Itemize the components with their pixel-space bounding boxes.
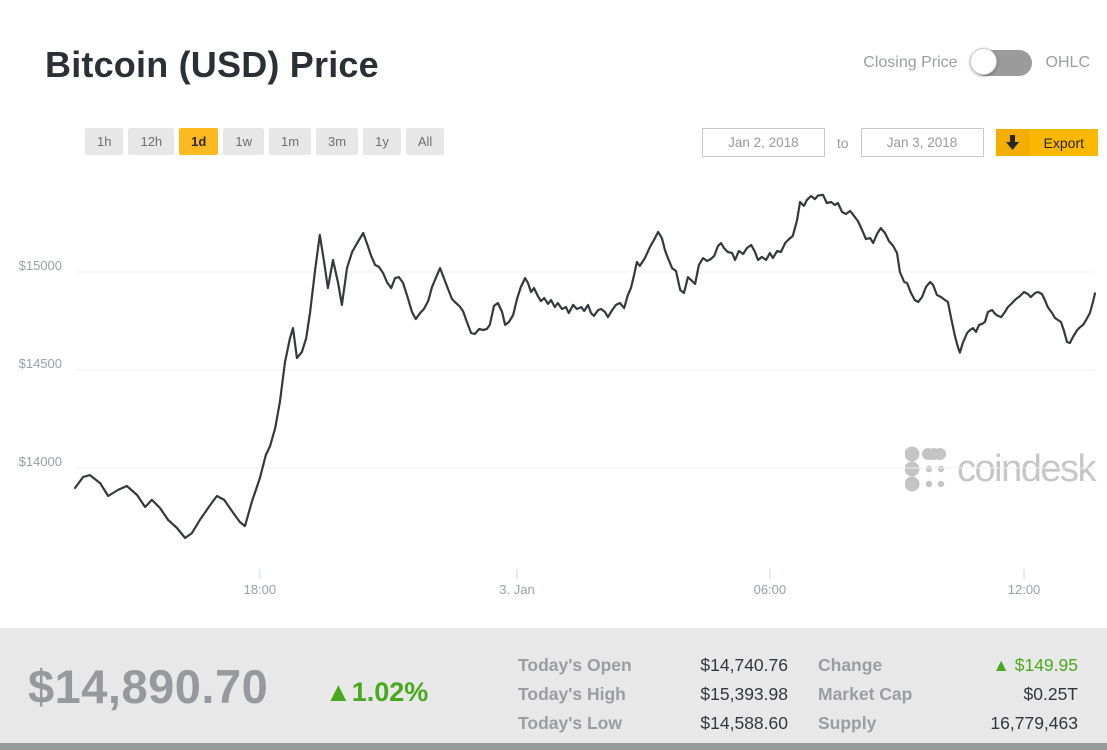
stat-label: Today's High: [518, 684, 626, 704]
date-from-input[interactable]: [701, 128, 825, 157]
download-arrow-icon: [995, 129, 1030, 156]
range-button-all[interactable]: All: [405, 128, 445, 155]
range-button-1d[interactable]: 1d: [179, 128, 219, 155]
stat-value: ▲ $149.95: [992, 655, 1078, 675]
price-change-percent: ▲1.02%: [325, 677, 429, 707]
stat-row: Today's Low $14,588.60: [518, 711, 788, 735]
stat-label: Change: [818, 655, 883, 675]
date-range-controls: to Export: [701, 128, 1098, 157]
stat-row: Change ▲ $149.95: [818, 653, 1078, 677]
stat-value: $15,393.98: [700, 684, 788, 704]
date-to-input[interactable]: [860, 128, 984, 157]
range-button-1h[interactable]: 1h: [85, 128, 124, 155]
range-button-group: 1h 12h 1d 1w 1m 3m 1y All: [85, 128, 445, 155]
y-axis-tick-label: $14000: [19, 454, 62, 469]
range-button-1y[interactable]: 1y: [363, 128, 401, 155]
y-axis-tick-label: $14500: [19, 356, 62, 371]
range-button-12h[interactable]: 12h: [128, 128, 175, 155]
x-axis-tick-label: 12:00: [1008, 582, 1041, 597]
stat-value: $0.25T: [1023, 684, 1078, 704]
coindesk-logo-icon: [905, 446, 946, 492]
y-axis-tick-label: $15000: [19, 258, 62, 273]
stat-row: Today's Open $14,740.76: [518, 653, 788, 677]
date-range-to-label: to: [836, 134, 849, 151]
price-chart-svg[interactable]: $15000 $14500 $14000 18:00 3. Jan 06:00 12:00: [0, 160, 1107, 615]
closing-price-label: Closing Price: [863, 54, 958, 71]
stats-group-right: Change ▲ $149.95 Market Cap $0.25T Supply 16,…: [818, 653, 1078, 735]
stat-row: Market Cap $0.25T: [818, 682, 1078, 706]
page-title: Bitcoin (USD) Price: [45, 44, 379, 85]
x-axis-tick-label: 18:00: [244, 582, 277, 597]
stat-label: Supply: [818, 713, 877, 733]
stats-bar: [0, 628, 1107, 743]
stat-value: 16,779,463: [990, 713, 1078, 733]
stat-row: Supply 16,779,463: [818, 711, 1078, 735]
bottom-strip: [0, 743, 1107, 750]
stat-label: Today's Open: [518, 655, 632, 675]
price-line-series: [73, 193, 1097, 540]
toggle-knob-icon[interactable]: [969, 48, 997, 75]
range-button-3m[interactable]: 3m: [316, 128, 359, 155]
range-button-1m[interactable]: 1m: [268, 128, 312, 155]
current-price: $14,890.70: [28, 660, 269, 713]
x-axis-tick-label: 3. Jan: [499, 582, 534, 597]
x-axis-tick-label: 06:00: [754, 582, 787, 597]
stats-group-left: Today's Open $14,740.76 Today's High $15,39…: [518, 653, 788, 735]
stat-value: $14,588.60: [700, 713, 788, 733]
stat-value: $14,740.76: [700, 655, 788, 675]
export-button-label: Export: [1043, 134, 1084, 151]
price-type-toggle-row: Closing Price OHLC: [863, 48, 1090, 76]
stat-label: Today's Low: [518, 713, 622, 733]
stat-label: Market Cap: [818, 684, 913, 704]
stat-row: Today's High $15,393.98: [518, 682, 788, 706]
ohlc-label: OHLC: [1045, 54, 1090, 71]
price-type-toggle[interactable]: [969, 48, 1032, 76]
export-button[interactable]: Export: [995, 129, 1098, 156]
range-button-1w[interactable]: 1w: [223, 128, 264, 155]
